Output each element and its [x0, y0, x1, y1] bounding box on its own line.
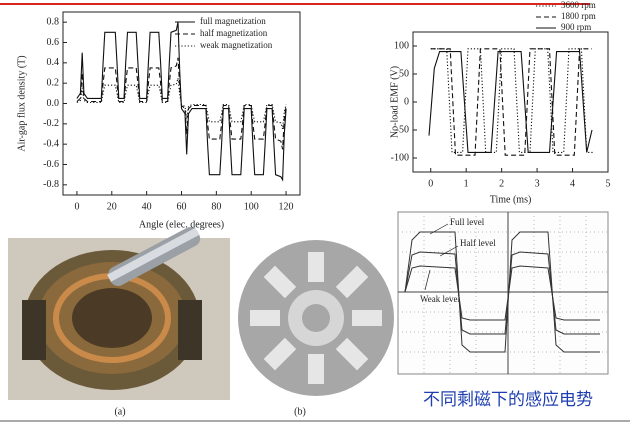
photo-lamination: [238, 238, 396, 400]
y-tick-label: 0: [404, 96, 409, 107]
y-axis-label: Air-gap flux density (T): [16, 55, 27, 151]
plot-frame: [413, 32, 608, 172]
y-tick-label: -0.4: [43, 138, 59, 149]
x-tick-label: 100: [244, 201, 259, 212]
x-tick-label: 0: [74, 201, 79, 212]
x-tick-label: 4: [570, 178, 575, 189]
x-tick-label: 2: [499, 178, 504, 189]
y-tick-label: -0.2: [43, 118, 59, 129]
x-tick-label: 20: [107, 201, 117, 212]
legend-label: full magnetization: [200, 16, 266, 26]
x-tick-label: 120: [279, 201, 294, 212]
scope-label: Half level: [460, 238, 496, 248]
y-tick-label: -100: [391, 152, 409, 163]
legend-label: weak magnetization: [200, 40, 273, 50]
photo-motor: [8, 224, 230, 400]
scope-label: Weak level: [420, 294, 461, 304]
y-tick-label: -0.8: [43, 179, 59, 190]
x-tick-label: 80: [211, 201, 221, 212]
y-tick-label: 50: [399, 68, 409, 79]
y-axis-label: No-load EMF (V): [389, 66, 400, 138]
photo-caption: (b): [294, 406, 306, 417]
y-tick-label: 0.8: [47, 16, 60, 27]
x-tick-label: 40: [142, 201, 152, 212]
series-line: [431, 49, 594, 153]
y-tick-label: 100: [394, 40, 409, 51]
oscilloscope: [398, 212, 608, 374]
scope-label: Full level: [450, 217, 485, 227]
legend-label: half magnetization: [200, 28, 268, 38]
y-tick-label: 0.2: [47, 77, 60, 88]
y-tick-label: 0.6: [47, 37, 60, 48]
x-tick-label: 5: [606, 178, 611, 189]
y-tick-label: 0.0: [47, 98, 60, 109]
slide-caption: 不同剩磁下的感应电势: [423, 390, 593, 410]
x-tick-label: 1: [464, 178, 469, 189]
series-line: [429, 52, 592, 153]
legend-label: 900 rpm: [561, 22, 591, 32]
photo-caption: (a): [114, 406, 125, 417]
y-tick-label: 0.4: [47, 57, 60, 68]
legend-label: 3600 rpm: [561, 0, 596, 10]
x-tick-label: 0: [428, 178, 433, 189]
x-axis-label: Time (ms): [490, 194, 532, 205]
legend-label: 1800 rpm: [561, 11, 596, 21]
x-axis-label: Angle (elec. degrees): [139, 219, 224, 230]
slide: (a) (b) Full level Half level Weak level…: [0, 0, 630, 431]
y-tick-label: -0.6: [43, 159, 59, 170]
x-tick-label: 3: [535, 178, 540, 189]
x-tick-label: 60: [177, 201, 187, 212]
